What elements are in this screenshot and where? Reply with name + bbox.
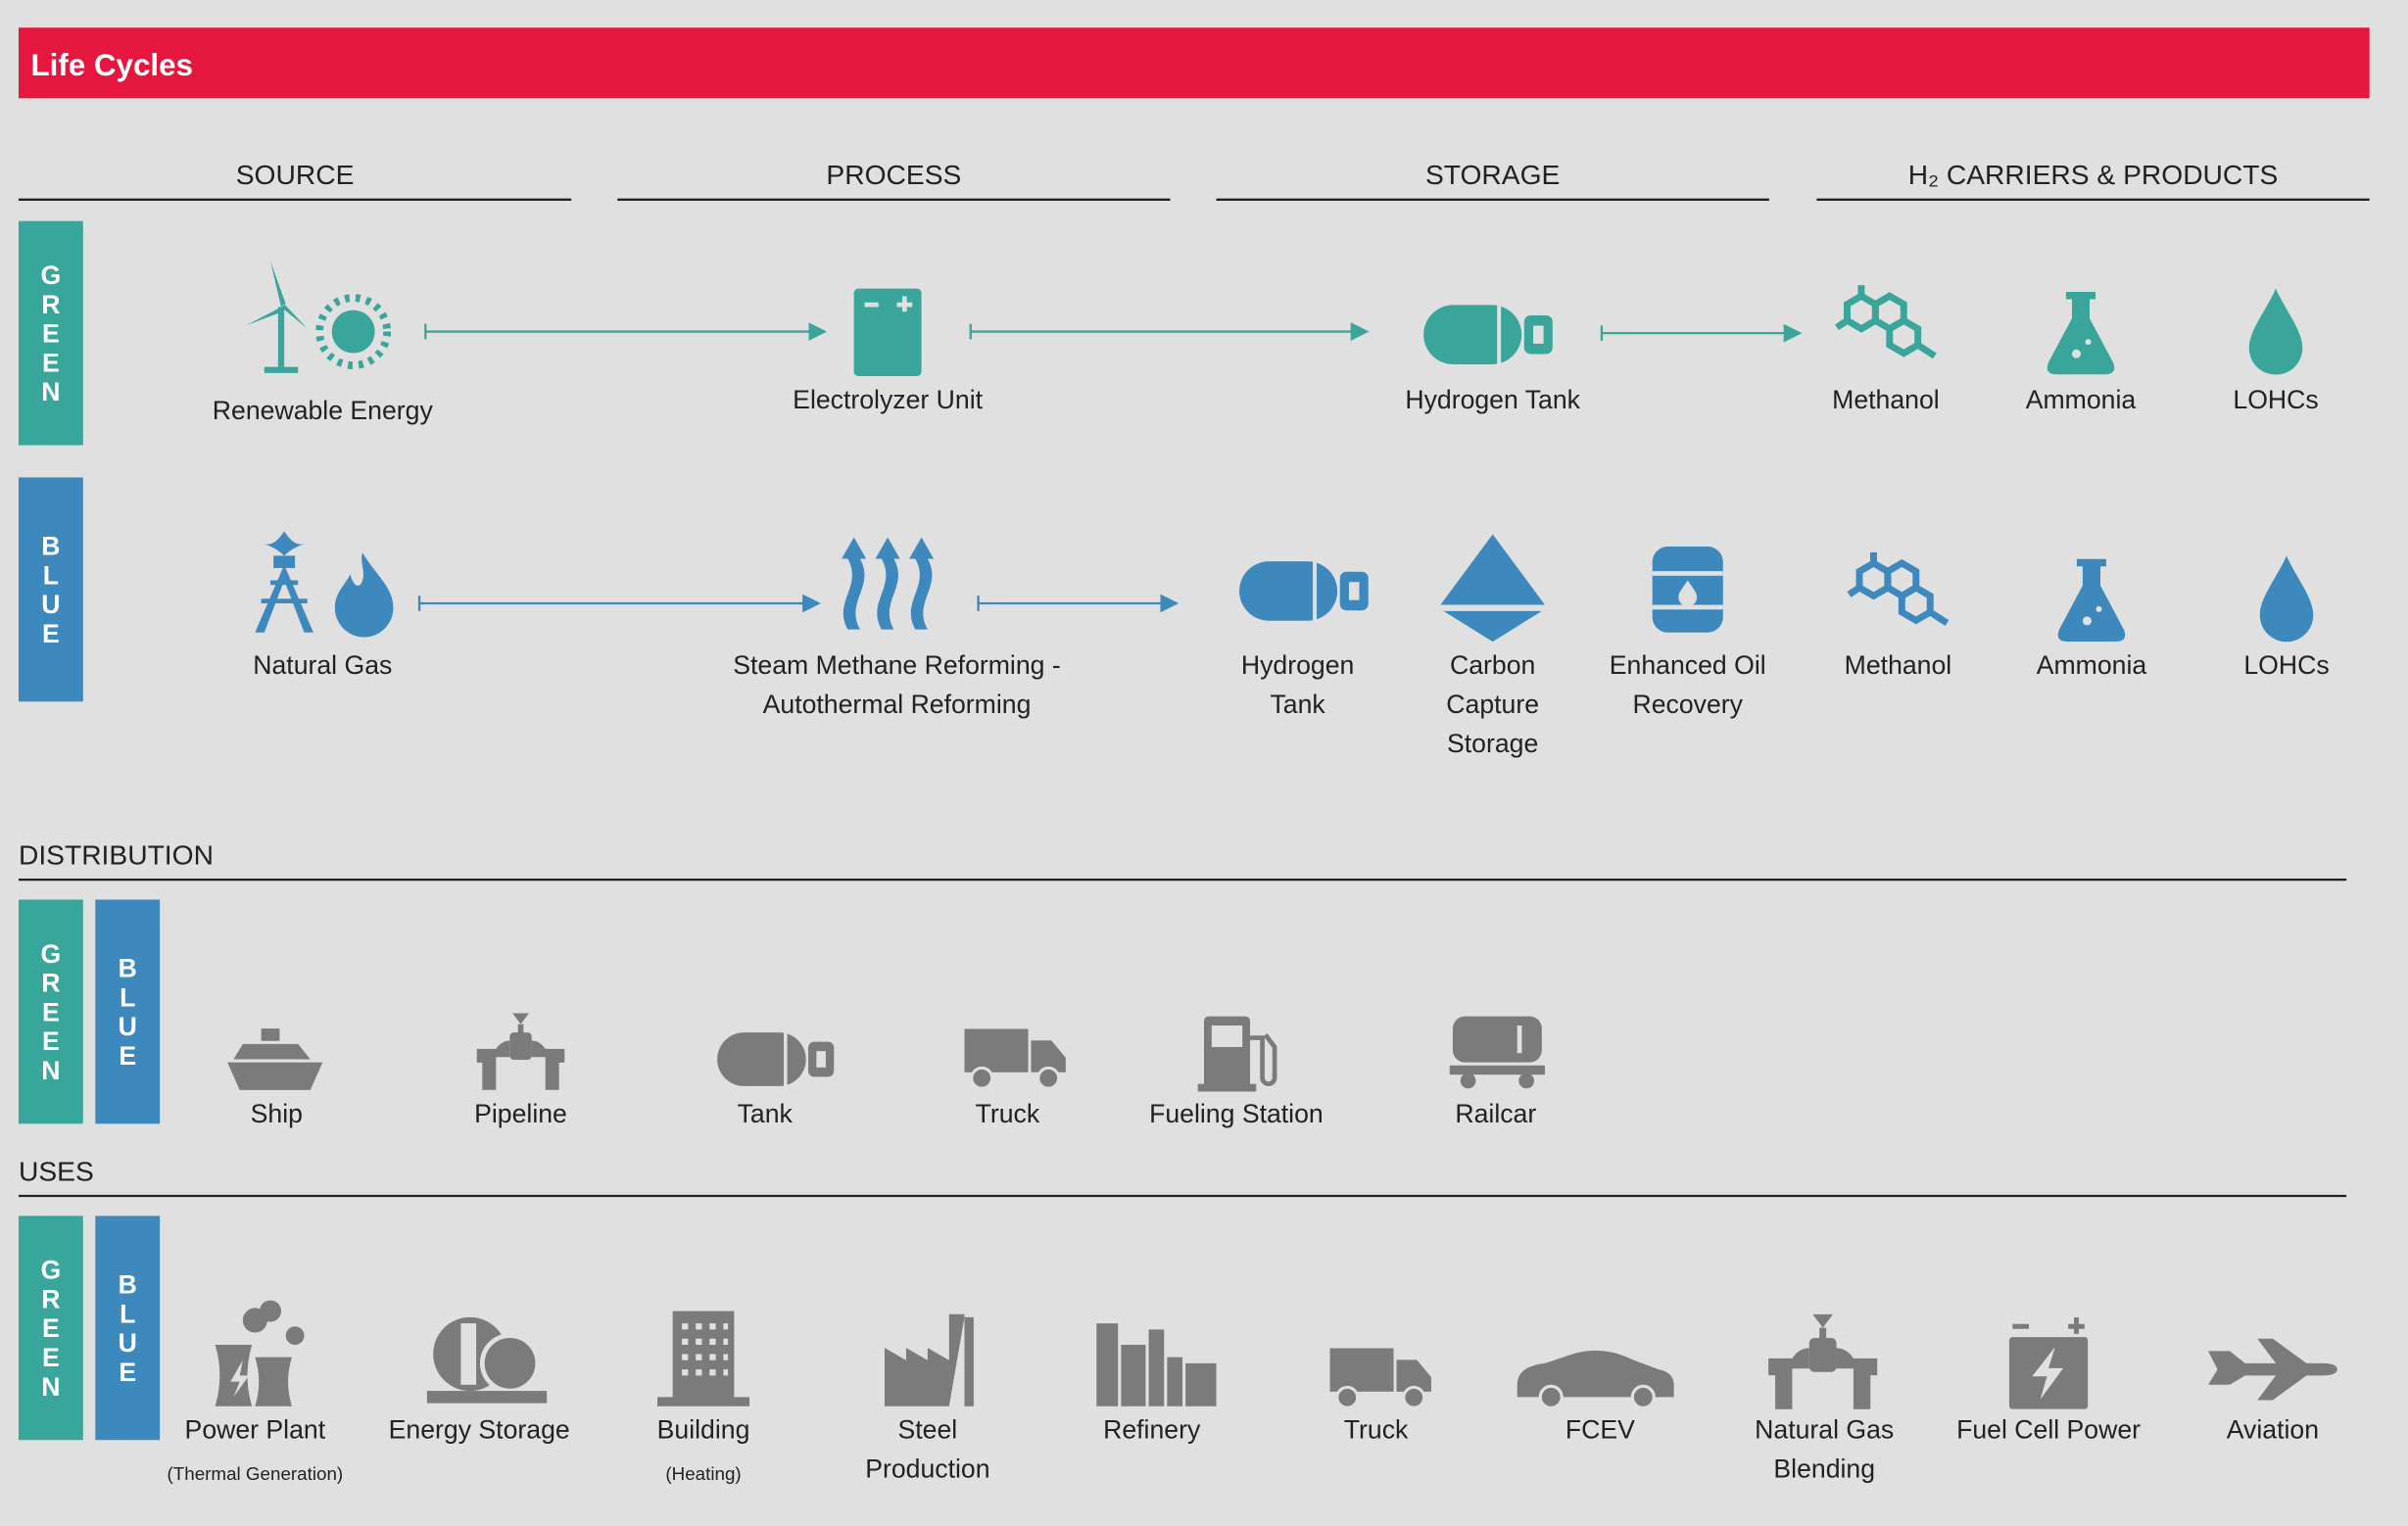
header-bar: [18, 27, 2370, 99]
letter: U: [119, 1012, 137, 1041]
item-label: Methanol: [1845, 650, 1952, 680]
letter: E: [42, 1313, 60, 1343]
letter: N: [41, 1372, 60, 1402]
blue-tag: [95, 899, 161, 1124]
item-label: Energy Storage: [389, 1415, 570, 1445]
letter: U: [119, 1328, 137, 1358]
letter: B: [119, 954, 137, 983]
item-label: Power Plant: [185, 1415, 326, 1445]
green-tag: [18, 220, 83, 446]
item-label: Ammonia: [2037, 650, 2147, 680]
uses-icons: [215, 1300, 2337, 1409]
letter: L: [43, 560, 59, 590]
blue-tag: [95, 1216, 161, 1441]
blue-tag: [18, 477, 83, 702]
item-label: Building: [657, 1415, 750, 1445]
blue-icons: [255, 531, 2314, 643]
letter: L: [120, 1299, 135, 1328]
letter: E: [42, 348, 60, 377]
item-label: Recovery: [1632, 690, 1743, 719]
green-tag: [18, 1216, 83, 1441]
item-label: Steel: [898, 1415, 958, 1445]
letter: U: [41, 590, 60, 619]
blue-arrows: [417, 594, 1180, 613]
item-label: LOHCs: [2233, 385, 2318, 414]
item-label: Ship: [251, 1099, 303, 1128]
letter: G: [41, 261, 62, 290]
column-header: SOURCE: [236, 159, 355, 190]
item-label: Electrolyzer Unit: [793, 385, 983, 414]
item-label: Fuel Cell Power: [1956, 1415, 2141, 1445]
item-label: Pipeline: [474, 1099, 567, 1128]
item-label: Truck: [1344, 1415, 1409, 1445]
item-label: FCEV: [1565, 1415, 1635, 1445]
labels: Renewable Energy Electrolyzer Unit Hydroge…: [168, 385, 2330, 1484]
letter: E: [42, 997, 60, 1026]
item-label: (Thermal Generation): [168, 1463, 344, 1484]
section-title: USES: [19, 1155, 94, 1186]
letter: E: [42, 619, 60, 648]
item-label: Hydrogen: [1241, 650, 1354, 680]
letter: B: [41, 532, 60, 561]
letter: E: [42, 1026, 60, 1056]
section-title: DISTRIBUTION: [19, 838, 214, 870]
item-label: Natural Gas: [253, 650, 392, 680]
letter: E: [119, 1358, 136, 1387]
column-header: PROCESS: [826, 159, 961, 190]
item-label: Truck: [976, 1099, 1040, 1128]
item-label: Fueling Station: [1149, 1099, 1324, 1128]
item-label: Tank: [1270, 690, 1325, 719]
item-label: LOHCs: [2243, 650, 2329, 680]
item-label: Natural Gas: [1755, 1415, 1894, 1445]
letter: E: [119, 1041, 136, 1071]
item-label: Capture: [1446, 690, 1539, 719]
item-label: Ammonia: [2026, 385, 2137, 414]
item-label: Aviation: [2227, 1415, 2319, 1445]
letter: E: [42, 1343, 60, 1372]
item-label: Railcar: [1455, 1099, 1536, 1128]
letter: N: [41, 1056, 60, 1085]
letter: R: [41, 1284, 60, 1313]
item-label: Autothermal Reforming: [763, 690, 1032, 719]
item-label: Methanol: [1832, 385, 1940, 414]
item-label: Enhanced Oil: [1610, 650, 1766, 680]
item-label: Steam Methane Reforming -: [733, 650, 1060, 680]
distribution-icons: [227, 1013, 1545, 1092]
item-label: (Heating): [665, 1463, 741, 1484]
letter: G: [41, 1256, 62, 1285]
letter: R: [41, 969, 60, 998]
column-header: STORAGE: [1425, 159, 1560, 190]
green-arrows: [424, 322, 1803, 343]
item-label: Hydrogen Tank: [1405, 385, 1580, 414]
item-label: Refinery: [1103, 1415, 1201, 1445]
letter: N: [41, 377, 60, 406]
item-label: Production: [865, 1454, 989, 1484]
green-icons: [245, 261, 2303, 377]
column-header: H₂ CARRIERS & PRODUCTS: [1908, 159, 2279, 190]
header-title: Life Cycles: [31, 48, 193, 82]
letter: L: [120, 982, 135, 1012]
green-tag: [18, 899, 83, 1124]
letter: G: [41, 939, 62, 969]
letter: R: [41, 290, 60, 319]
item-label: Tank: [738, 1099, 794, 1128]
letter: E: [42, 319, 60, 349]
item-label: Blending: [1773, 1454, 1875, 1484]
item-label: Storage: [1447, 729, 1538, 758]
letter: B: [119, 1270, 137, 1300]
item-label: Carbon: [1450, 650, 1535, 680]
item-label: Renewable Energy: [213, 396, 434, 425]
